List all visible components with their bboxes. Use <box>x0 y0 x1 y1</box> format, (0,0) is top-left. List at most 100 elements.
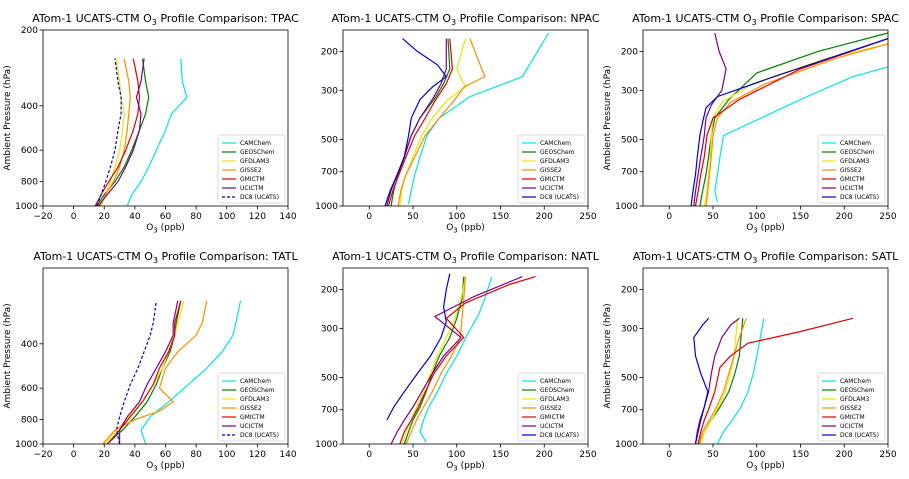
x-tick-label: 200 <box>536 212 553 222</box>
panel-title: ATom-1 UCATS-CTM O3 Profile Comparison: … <box>332 250 600 265</box>
y-tick-label: 700 <box>321 168 338 178</box>
y-tick-label: 800 <box>21 178 38 188</box>
x-tick-label: 120 <box>249 450 266 460</box>
panel-natl: ATom-1 UCATS-CTM O3 Profile Comparison: … <box>315 250 600 473</box>
legend-label: UCICTM <box>240 423 263 430</box>
x-axis-label: O3 (ppb) <box>146 223 185 235</box>
x-tick-label: 100 <box>448 212 465 222</box>
series-group <box>384 32 550 206</box>
y-tick-label: 200 <box>321 47 338 57</box>
x-tick-label: 140 <box>279 212 296 222</box>
series-line-ucictm <box>97 58 145 206</box>
panel-title: ATom-1 UCATS-CTM O3 Profile Comparison: … <box>331 12 599 27</box>
series-line-ucictm <box>386 38 447 206</box>
series-line-geoschem <box>699 32 888 206</box>
series-line-gisse2 <box>698 318 747 444</box>
x-tick-label: 20 <box>99 212 111 222</box>
series-group <box>690 32 888 206</box>
x-tick-label: 40 <box>129 212 141 222</box>
y-tick-label: 300 <box>321 86 338 96</box>
plot-frame <box>642 29 889 207</box>
legend-label: GISSE2 <box>240 405 262 412</box>
legend: CAMChem GEOSChem GFDLAM3 GISSE2 GMICTM UCICTM… <box>517 134 586 204</box>
x-tick-label: −20 <box>34 450 53 460</box>
y-tick-label: 1000 <box>315 202 338 212</box>
x-axis-label: O3 (ppb) <box>446 223 485 235</box>
series-group <box>386 273 536 444</box>
legend: CAMChem GEOSChem GFDLAM3 GISSE2 GMICTM UCICTM… <box>817 134 886 204</box>
legend-label: GFDLAM3 <box>540 396 569 403</box>
legend-label: DC8 (UCATS) <box>840 194 879 201</box>
x-tick-label: 120 <box>249 212 266 222</box>
series-line-geoschem <box>390 38 451 206</box>
series-line-gmictm <box>694 38 888 206</box>
legend-label: GMICTM <box>240 414 265 421</box>
y-tick-label: 300 <box>621 86 638 96</box>
legend-label: CAMChem <box>840 140 871 147</box>
x-tick-label: 250 <box>579 212 596 222</box>
legend-label: CAMChem <box>840 378 871 385</box>
y-tick-label: 400 <box>21 102 38 112</box>
x-tick-label: 100 <box>748 212 765 222</box>
panel-npac: ATom-1 UCATS-CTM O3 Profile Comparison: … <box>315 12 600 235</box>
series-line-dc8-ucats- <box>690 38 888 206</box>
x-tick-label: 50 <box>707 212 719 222</box>
x-axis-label: O3 (ppb) <box>746 461 785 473</box>
x-tick-label: 250 <box>879 450 896 460</box>
y-tick-label: 600 <box>21 384 38 394</box>
series-group <box>94 58 188 206</box>
legend: CAMChem GEOSChem GFDLAM3 GISSE2 GMICTM UCICTM… <box>817 372 886 442</box>
series-line-gfdlam3 <box>100 58 125 206</box>
series-line-gfdlam3 <box>399 38 467 206</box>
x-tick-label: 80 <box>190 212 202 222</box>
y-tick-label: 200 <box>321 285 338 295</box>
x-tick-label: 100 <box>448 450 465 460</box>
x-tick-label: 50 <box>407 212 419 222</box>
series-line-gisse2 <box>705 43 888 206</box>
series-line-gfdlam3 <box>699 318 739 444</box>
series-line-gisse2 <box>397 38 486 206</box>
y-axis-label: Ambient Pressure (hPa) <box>603 65 613 170</box>
x-tick-label: 60 <box>160 212 172 222</box>
legend-label: GEOSChem <box>240 387 275 394</box>
legend-label: GEOSChem <box>540 387 575 394</box>
legend-label: GEOSChem <box>840 149 875 156</box>
x-tick-label: −20 <box>34 212 53 222</box>
x-axis-label: O3 (ppb) <box>146 461 185 473</box>
series-line-camchem <box>716 318 765 444</box>
legend-label: GISSE2 <box>840 167 862 174</box>
series-line-dc8-ucats- <box>115 300 157 444</box>
y-tick-label: 200 <box>621 285 638 295</box>
legend-label: GEOSChem <box>240 149 275 156</box>
x-tick-label: 40 <box>129 450 141 460</box>
panel-title: ATom-1 UCATS-CTM O3 Profile Comparison: … <box>632 12 899 27</box>
legend-label: DC8 (UCATS) <box>240 432 279 439</box>
y-tick-label: 1000 <box>615 440 638 450</box>
y-tick-label: 500 <box>621 135 638 145</box>
panel-satl: ATom-1 UCATS-CTM O3 Profile Comparison: … <box>603 250 899 473</box>
panel-spac: ATom-1 UCATS-CTM O3 Profile Comparison: … <box>603 12 899 235</box>
x-tick-label: 150 <box>792 212 809 222</box>
y-tick-label: 200 <box>21 26 38 36</box>
x-tick-label: 200 <box>836 212 853 222</box>
series-line-gmictm <box>106 300 182 444</box>
y-tick-label: 500 <box>321 373 338 383</box>
x-axis-label: O3 (ppb) <box>446 461 485 473</box>
x-tick-label: 0 <box>366 212 372 222</box>
legend: CAMChem GEOSChem GFDLAM3 GISSE2 GMICTM UCICTM… <box>217 372 286 442</box>
x-tick-label: 50 <box>407 450 419 460</box>
legend-label: UCICTM <box>540 423 563 430</box>
legend-label: CAMChem <box>240 140 271 147</box>
y-tick-label: 400 <box>21 340 38 350</box>
series-line-ucictm <box>390 276 523 444</box>
x-tick-label: 100 <box>748 450 765 460</box>
series-line-ucictm <box>694 317 740 444</box>
x-tick-label: 150 <box>792 450 809 460</box>
y-tick-label: 1000 <box>315 440 338 450</box>
x-tick-label: 100 <box>218 212 235 222</box>
legend-label: UCICTM <box>240 185 263 192</box>
series-line-dc8-ucats- <box>96 58 122 206</box>
x-tick-label: 60 <box>160 450 172 460</box>
